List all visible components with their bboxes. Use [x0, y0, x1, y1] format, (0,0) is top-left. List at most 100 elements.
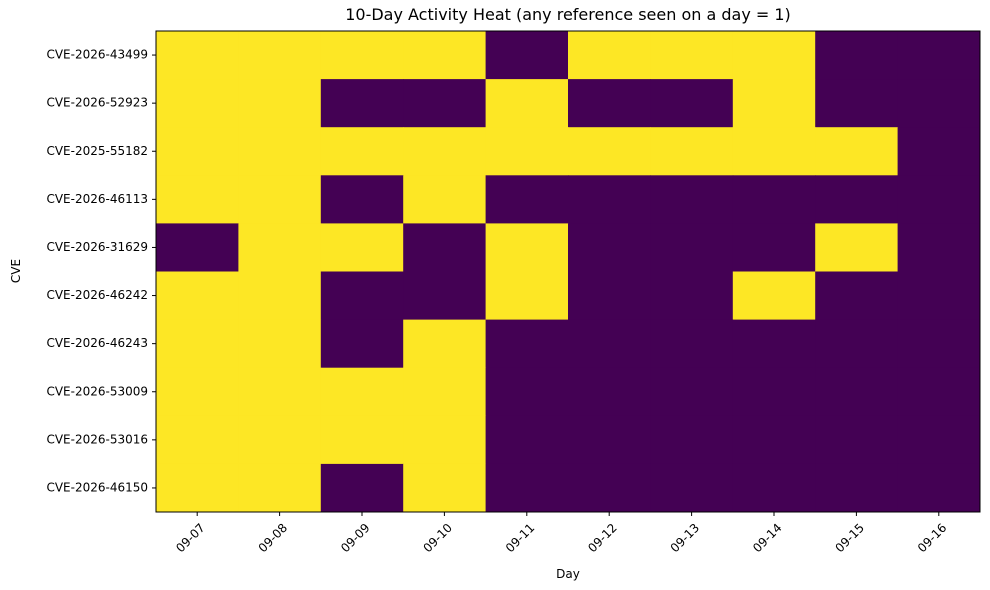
heat-cell: [815, 319, 899, 369]
heat-cell: [732, 223, 816, 272]
heat-cell: [156, 175, 239, 224]
heat-cell: [650, 415, 734, 465]
heat-cell: [897, 415, 981, 465]
heat-cell: [732, 31, 816, 80]
heat-cell: [732, 79, 816, 128]
heat-cell: [568, 175, 651, 224]
heat-cell: [485, 223, 569, 272]
heat-cell: [238, 223, 322, 272]
heat-cell: [320, 415, 404, 465]
heat-cell: [403, 175, 487, 224]
heat-cell: [650, 271, 734, 321]
heat-cell: [650, 175, 734, 224]
heat-cell: [815, 31, 899, 80]
heat-cell: [732, 175, 816, 224]
y-tick-label: CVE-2026-46150: [46, 480, 148, 494]
x-tick-label: 09-11: [503, 521, 538, 556]
x-tick-label: 09-12: [585, 521, 620, 556]
heat-cell: [650, 223, 734, 272]
heat-cell: [568, 31, 651, 80]
heat-cell: [568, 79, 651, 128]
heat-cell: [156, 367, 239, 417]
heat-cell: [238, 31, 322, 80]
x-axis-label: Day: [556, 567, 580, 581]
heat-cell: [485, 463, 569, 513]
x-tick-label: 09-14: [750, 521, 785, 556]
heat-cell: [403, 415, 487, 465]
heat-cell: [156, 223, 239, 272]
heat-cell: [815, 463, 899, 513]
heat-cell: [238, 463, 322, 513]
heat-cell: [320, 319, 404, 369]
heat-cell: [897, 79, 981, 128]
y-axis-label: CVE: [9, 259, 23, 283]
heat-cell: [320, 127, 404, 176]
heat-cell: [156, 79, 239, 128]
heat-cell: [897, 175, 981, 224]
heat-cell: [320, 463, 404, 513]
y-tick-label: CVE-2026-46243: [46, 336, 148, 350]
y-tick-label: CVE-2026-52923: [46, 96, 148, 110]
x-tick-label: 09-13: [668, 521, 703, 556]
heat-cell: [485, 31, 569, 80]
heat-cell: [650, 31, 734, 80]
heat-cell: [403, 127, 487, 176]
heat-cell: [403, 319, 487, 369]
heat-cell: [156, 271, 239, 321]
heat-cell: [732, 319, 816, 369]
heat-cell: [732, 415, 816, 465]
heat-cell: [156, 415, 239, 465]
y-tick-label: CVE-2026-43499: [46, 48, 148, 62]
chart-title: 10-Day Activity Heat (any reference seen…: [345, 5, 791, 24]
heat-cell: [320, 223, 404, 272]
plot-frame: [155, 30, 981, 513]
heat-cell: [815, 127, 899, 176]
heat-cell: [485, 127, 569, 176]
heat-cell: [897, 127, 981, 176]
heat-cell: [568, 415, 651, 465]
y-tick-label: CVE-2026-53009: [46, 384, 148, 398]
heat-cell: [238, 367, 322, 417]
x-tick-label: 09-08: [256, 521, 291, 556]
heat-cell: [568, 463, 651, 513]
heat-cell: [320, 271, 404, 321]
y-tick-label: CVE-2026-46113: [46, 192, 148, 206]
heat-cell: [732, 367, 816, 417]
heat-cell: [485, 271, 569, 321]
heat-cell: [650, 127, 734, 176]
heat-cell: [238, 127, 322, 176]
heat-cell: [485, 175, 569, 224]
heat-cell: [320, 79, 404, 128]
y-tick-label: CVE-2026-31629: [46, 240, 148, 254]
x-tick-label: 09-16: [915, 521, 950, 556]
heat-cell: [238, 79, 322, 128]
heat-cell: [650, 463, 734, 513]
heat-cell: [815, 415, 899, 465]
heat-cell: [238, 415, 322, 465]
heat-cell: [238, 319, 322, 369]
heat-cell: [485, 79, 569, 128]
heat-cell: [403, 367, 487, 417]
heat-cell: [897, 463, 981, 513]
heat-cell: [897, 367, 981, 417]
heat-cell: [156, 463, 239, 513]
heat-cell: [650, 319, 734, 369]
heat-cell: [815, 175, 899, 224]
heat-cell: [815, 223, 899, 272]
heat-cell: [732, 127, 816, 176]
heat-cell: [485, 319, 569, 369]
heat-cell: [485, 367, 569, 417]
heat-cell: [732, 271, 816, 321]
heat-cell: [897, 271, 981, 321]
heat-cell: [403, 79, 487, 128]
heat-cell: [403, 223, 487, 272]
heat-cell: [403, 463, 487, 513]
heat-cell: [568, 319, 651, 369]
heat-cell: [732, 463, 816, 513]
heat-cell: [156, 319, 239, 369]
heat-cell: [238, 271, 322, 321]
heat-cell: [156, 31, 239, 80]
heat-cell: [156, 127, 239, 176]
